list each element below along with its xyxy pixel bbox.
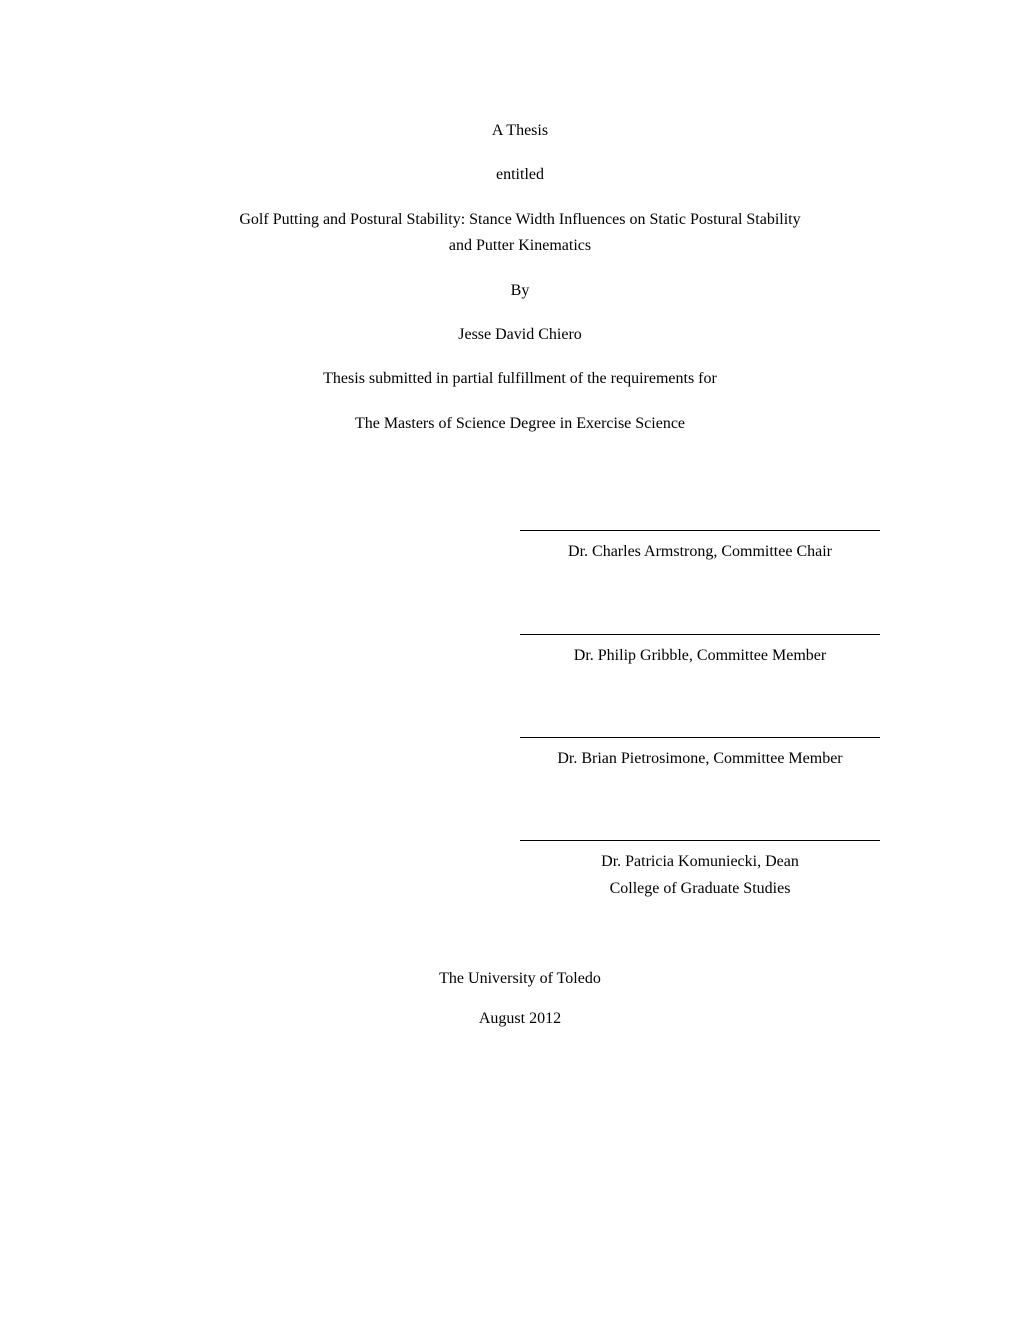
author-name: Jesse David Chiero	[150, 324, 890, 346]
signature-name: Dr. Patricia Komuniecki, Dean	[520, 851, 880, 873]
footer-block: The University of Toledo August 2012	[150, 970, 890, 1028]
signature-rule	[520, 840, 880, 841]
signature-block: Dr. Patricia Komuniecki, Dean College of…	[520, 840, 880, 900]
signature-name: Dr. Charles Armstrong, Committee Chair	[520, 541, 880, 563]
label-thesis: A Thesis	[150, 120, 890, 142]
submitted-text: Thesis submitted in partial fulfillment …	[150, 368, 890, 390]
signature-block: Dr. Charles Armstrong, Committee Chair	[520, 530, 880, 563]
signatures-section: Dr. Charles Armstrong, Committee Chair D…	[150, 530, 890, 960]
signature-rule	[520, 634, 880, 635]
university-name: The University of Toledo	[150, 970, 890, 988]
signature-rule	[520, 737, 880, 738]
thesis-date: August 2012	[150, 1010, 890, 1028]
by-label: By	[150, 280, 890, 302]
signature-name: Dr. Philip Gribble, Committee Member	[520, 645, 880, 667]
signature-name: Dr. Brian Pietrosimone, Committee Member	[520, 748, 880, 770]
signature-block: Dr. Brian Pietrosimone, Committee Member	[520, 737, 880, 770]
degree-text: The Masters of Science Degree in Exercis…	[150, 413, 890, 435]
label-entitled: entitled	[150, 164, 890, 186]
thesis-title-line1: Golf Putting and Postural Stability: Sta…	[150, 209, 890, 231]
signature-block: Dr. Philip Gribble, Committee Member	[520, 634, 880, 667]
signature-rule	[520, 530, 880, 531]
thesis-title-line2: and Putter Kinematics	[150, 235, 890, 257]
signature-subline: College of Graduate Studies	[520, 878, 880, 900]
thesis-header-block: A Thesis entitled Golf Putting and Postu…	[150, 120, 890, 435]
